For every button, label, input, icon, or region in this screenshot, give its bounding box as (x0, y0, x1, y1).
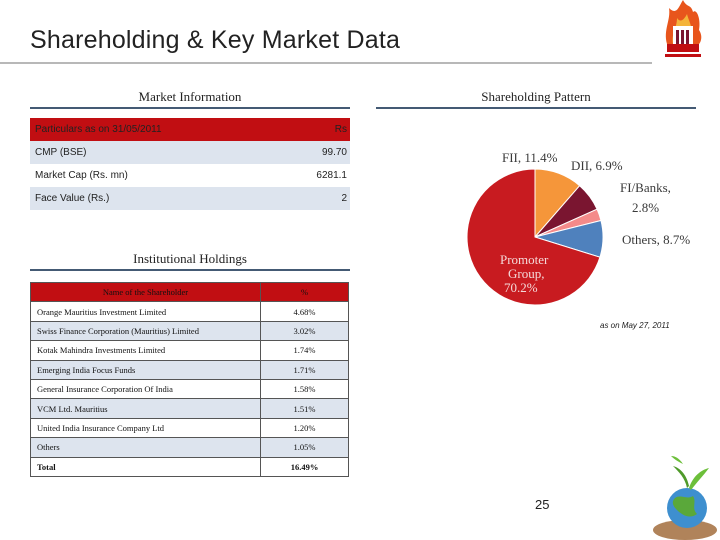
shareholder-name: Emerging India Focus Funds (30, 359, 261, 380)
institutional-header-name: Name of the Shareholder (30, 281, 261, 303)
shareholder-pct: 1.74% (260, 340, 349, 361)
shareholder-name: VCM Ltd. Mauritius (30, 398, 261, 419)
pie-slice (466, 168, 601, 306)
shareholding-pie-chart: FII, 11.4% DII, 6.9% FI/Banks, 2.8% Others, … (466, 150, 690, 306)
shareholder-pct: 1.05% (260, 437, 349, 458)
market-info-label: Market Cap (Rs. mn) (35, 170, 128, 181)
institutional-table: Name of the Shareholder % Orange Mauriti… (30, 281, 349, 477)
market-info-label: Face Value (Rs.) (35, 193, 110, 204)
market-info-row: Market Cap (Rs. mn) 6281.1 (30, 164, 350, 187)
market-info-row: CMP (BSE) 99.70 (30, 141, 350, 164)
institutional-rule (30, 269, 350, 271)
total-pct: 16.49% (260, 456, 349, 477)
market-info-value: 2 (341, 193, 347, 204)
shareholder-pct: 1.51% (260, 398, 349, 419)
table-row: Kotak Mahindra Investments Limited 1.74% (30, 340, 349, 361)
market-info-value: 6281.1 (316, 170, 347, 181)
shareholder-name: Swiss Finance Corporation (Mauritius) Li… (30, 320, 261, 342)
market-info-rule (30, 107, 350, 109)
market-info-header-row: Particulars as on 31/05/2011 Rs (30, 118, 350, 141)
shareholding-heading: Shareholding Pattern (481, 89, 591, 104)
pie-slice-label: Others, 8.7% (622, 232, 690, 247)
market-info-heading: Market Information (138, 89, 242, 104)
shareholder-name: Others (30, 437, 261, 458)
market-info-table: Particulars as on 31/05/2011 Rs CMP (BSE… (30, 118, 350, 210)
company-logo-icon (665, 0, 702, 57)
pie-slice-label: Promoter Group, 70.2% (500, 252, 549, 295)
table-row: VCM Ltd. Mauritius 1.51% (30, 398, 349, 419)
market-info-header-value: Rs (334, 124, 347, 135)
institutional-header-pct: % (260, 281, 349, 303)
table-row: United India Insurance Company Ltd 1.20% (30, 417, 349, 439)
pie-slice-label: FII, 11.4% (502, 150, 558, 165)
pie-slice-label: DII, 6.9% (571, 158, 623, 173)
shareholder-name: Kotak Mahindra Investments Limited (30, 340, 261, 361)
title-divider (0, 62, 652, 64)
slide-title: Shareholding & Key Market Data (30, 26, 401, 54)
total-label: Total (30, 456, 261, 477)
shareholder-pct: 4.68% (260, 301, 349, 322)
market-info-row: Face Value (Rs.) 2 (30, 187, 350, 210)
shareholder-name: General Insurance Corporation Of India (30, 378, 261, 400)
market-info-label: CMP (BSE) (35, 147, 87, 158)
table-row: Swiss Finance Corporation (Mauritius) Li… (30, 320, 349, 342)
shareholder-name: United India Insurance Company Ltd (30, 417, 261, 439)
shareholder-name: Orange Mauritius Investment Limited (30, 301, 261, 322)
table-row: Orange Mauritius Investment Limited 4.68… (30, 301, 349, 322)
shareholder-pct: 3.02% (260, 320, 349, 342)
market-info-value: 99.70 (321, 147, 347, 158)
globe-plant-icon (653, 456, 717, 540)
institutional-heading: Institutional Holdings (133, 251, 247, 266)
as-of-note: as on May 27, 2011 (600, 321, 670, 330)
page-number: 25 (535, 497, 550, 512)
market-info-header-label: Particulars as on 31/05/2011 (35, 124, 162, 135)
shareholder-pct: 1.20% (260, 417, 349, 439)
pie-slice-label: FI/Banks, 2.8% (620, 180, 671, 215)
table-row: Others 1.05% (30, 437, 349, 458)
institutional-header-row: Name of the Shareholder % (30, 281, 349, 303)
shareholder-pct: 1.71% (260, 359, 349, 380)
shareholder-pct: 1.58% (260, 378, 349, 400)
total-row: Total 16.49% (30, 456, 349, 477)
table-row: General Insurance Corporation Of India 1… (30, 378, 349, 400)
shareholding-rule (376, 107, 696, 109)
table-row: Emerging India Focus Funds 1.71% (30, 359, 349, 380)
